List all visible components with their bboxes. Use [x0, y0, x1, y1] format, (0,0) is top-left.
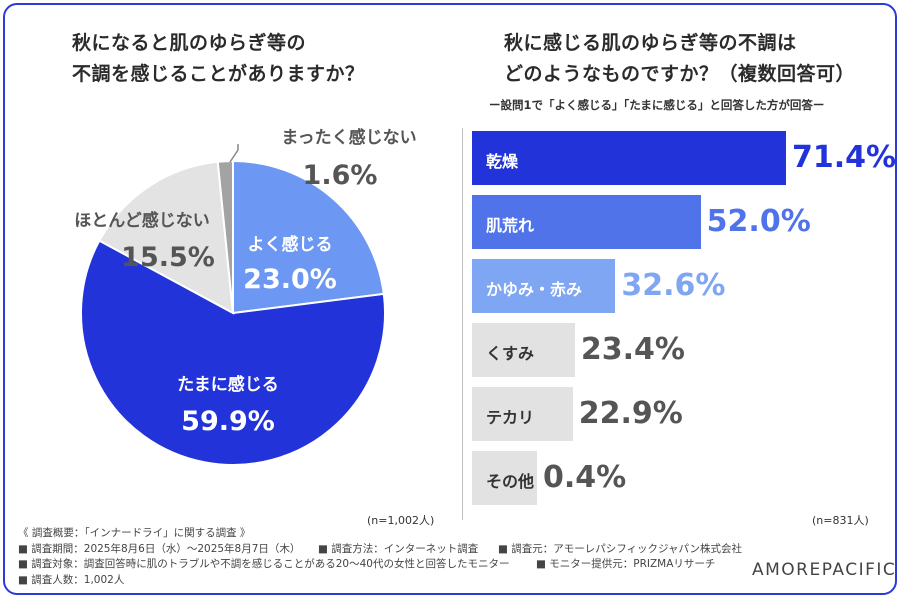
pie-slice: [80, 239, 386, 466]
footer-text: ■ 調査期間：2025年8月6日（水）〜2025年8月7日（木）: [18, 542, 301, 555]
left-n-note: (n=1,002人): [367, 514, 435, 527]
card-frame: [3, 3, 897, 595]
bar: [472, 323, 575, 377]
bar-value-label: 52.0%: [706, 204, 811, 239]
bar-category-label: 肌荒れ: [486, 216, 535, 235]
bar-category-label: くすみ: [486, 344, 535, 363]
bar-value-label: 0.4%: [543, 460, 627, 495]
pie-slice-value: 1.6%: [303, 160, 378, 191]
pie-slice: [216, 159, 234, 314]
pie-slice-label: まったく感じない: [281, 128, 416, 148]
footer-line: ■ 調査期間：2025年8月6日（水）〜2025年8月7日（木） ■ 調査方法：イ…: [18, 542, 878, 558]
pie-slice: [97, 160, 235, 315]
pie-slice-value: 15.5%: [121, 242, 215, 273]
bar-value-label: 22.9%: [578, 396, 683, 431]
footer-text: 《 調査概要：「インナードライ」に関する調査 》: [18, 527, 251, 539]
survey-footer: 《 調査概要：「インナードライ」に関する調査 》 ■ 調査期間：2025年8月6…: [18, 526, 878, 588]
right-n-note: (n=831人): [812, 514, 869, 527]
bar-value-label: 23.4%: [580, 332, 685, 367]
bar: [472, 451, 537, 505]
leader-line: [229, 144, 239, 163]
pie-chart: よく感じる 23.0% たまに感じる 59.9% ほとんど感じない 15.5% まったく感じ…: [74, 128, 417, 466]
footer-text: ■ 調査方法：インターネット調査: [318, 542, 479, 555]
left-title-line1: 秋になると肌のゆらぎ等の: [72, 32, 307, 54]
footer-line: 《 調査概要：「インナードライ」に関する調査 》: [18, 526, 878, 542]
pie-slice-value: 59.9%: [181, 406, 275, 437]
pie-slice-label: よく感じる: [248, 234, 333, 255]
column-divider: [462, 128, 463, 520]
bar-value-label: 71.4%: [792, 140, 897, 175]
pie-slice-label: ほとんど感じない: [74, 210, 210, 231]
pie-slice: [232, 159, 385, 315]
bar-category-label: テカリ: [486, 408, 535, 427]
footer-text: ■ 調査人数：1,002人: [18, 573, 125, 586]
footer-line: ■ 調査対象：調査回答時に肌のトラブルや不調を感じることがある20〜40代の女性…: [18, 557, 878, 573]
brand-logo: AMOREPACIFIC: [752, 560, 897, 580]
right-subtitle: ー設問1で「よく感じる」「たまに感じる」と回答した方が回答ー: [489, 98, 825, 112]
bar: [472, 387, 573, 441]
footer-text: ■ 調査元：アモーレパシフィックジャパン株式会社: [498, 542, 743, 555]
right-title-line2: どのようなものですか？（複数回答可）: [504, 63, 856, 85]
footer-line: ■ 調査人数：1,002人: [18, 573, 878, 589]
footer-text: ■ 調査対象：調査回答時に肌のトラブルや不調を感じることがある20〜40代の女性…: [18, 558, 510, 570]
bar: [472, 259, 616, 313]
pie-slice-value: 23.0%: [243, 264, 337, 295]
right-title-line1: 秋に感じる肌のゆらぎ等の不調は: [504, 32, 797, 54]
pie-slice-label: たまに感じる: [177, 374, 279, 395]
bar-category-label: その他: [486, 472, 535, 491]
bar-category-label: かゆみ・赤み: [486, 280, 583, 299]
bar: [472, 131, 786, 185]
bar: [472, 195, 701, 249]
footer-text: ■ モニター提供元：PRIZMAリサーチ: [536, 558, 716, 570]
bar-category-label: 乾燥: [486, 152, 519, 171]
left-title-line2: 不調を感じることがありますか？: [72, 63, 365, 85]
bar-value-label: 32.6%: [621, 268, 726, 303]
